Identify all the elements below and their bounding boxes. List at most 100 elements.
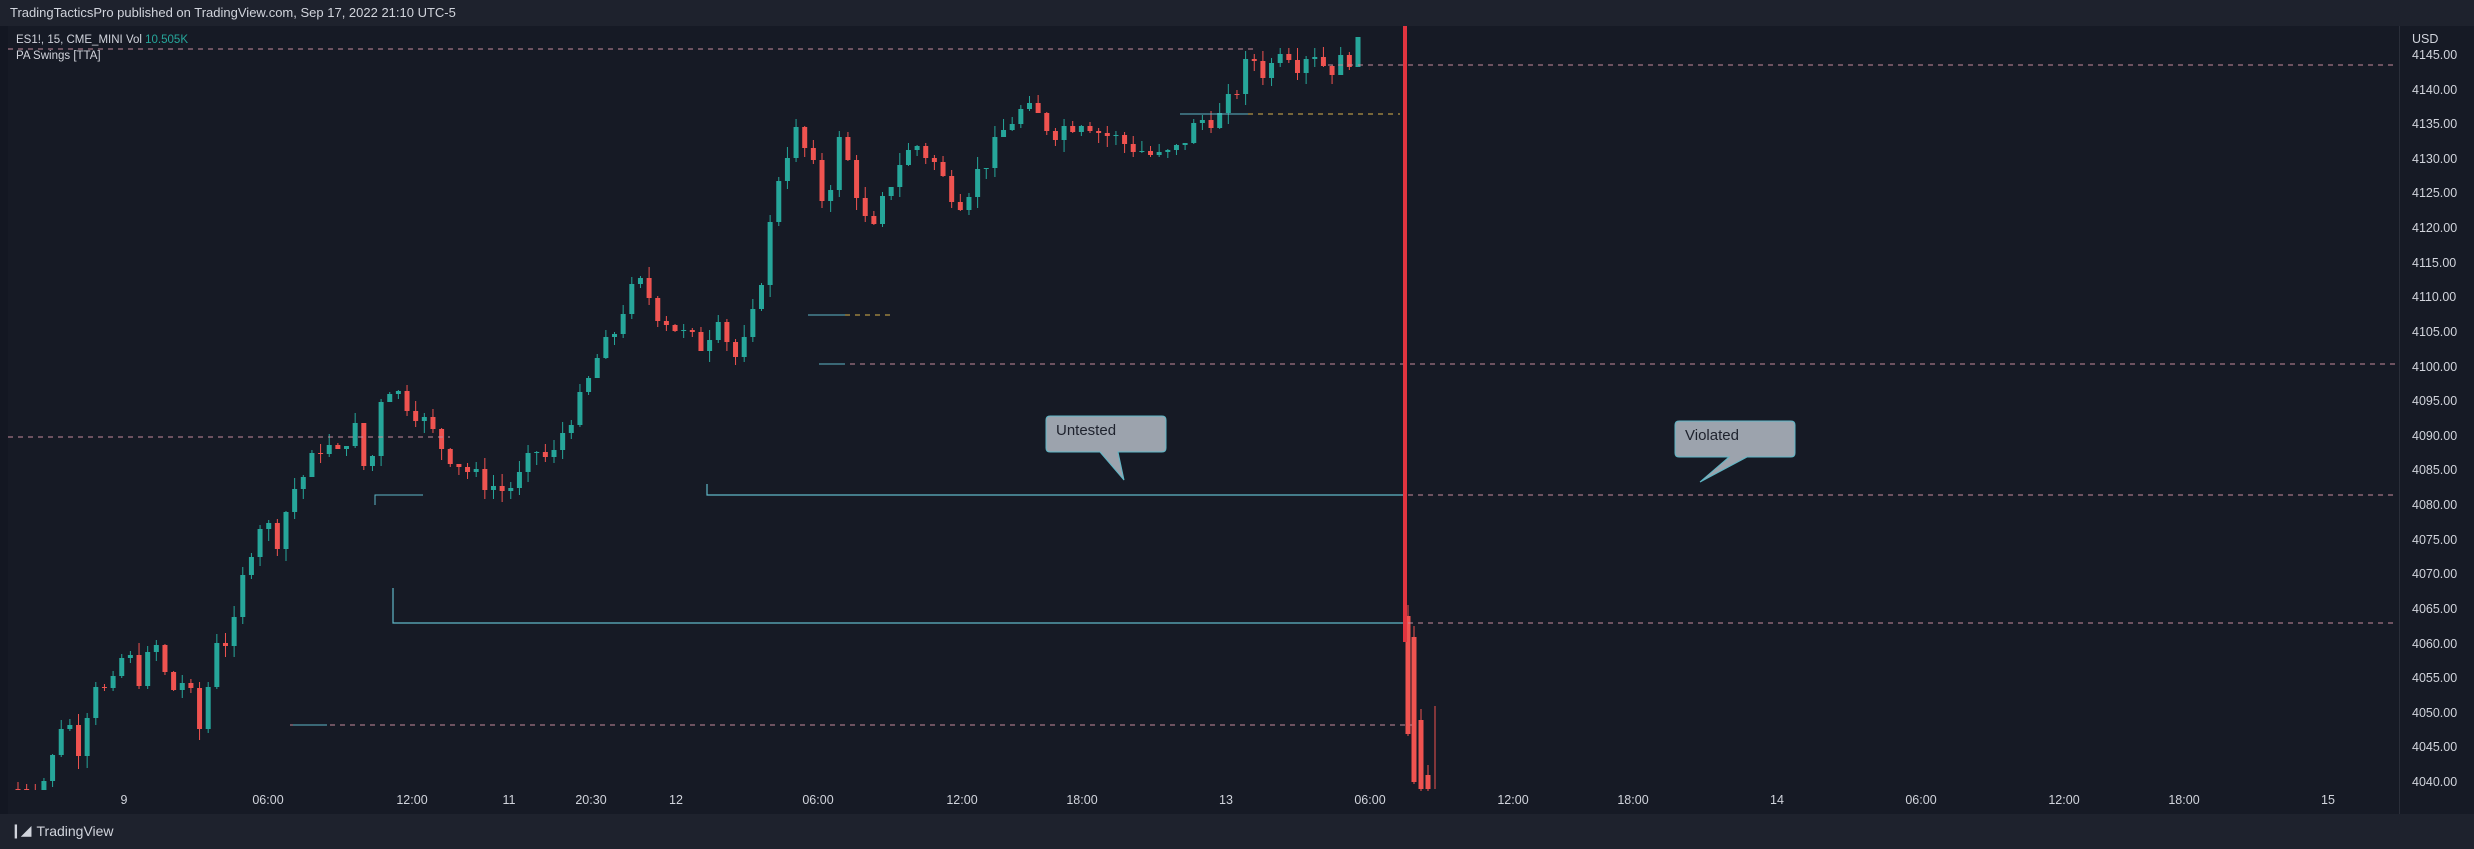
time-tick-label: 12:00: [2048, 793, 2079, 807]
untested-callout[interactable]: Untested: [1045, 415, 1167, 481]
candle-body: [992, 137, 998, 168]
vertical-marker-line: [1403, 26, 1407, 642]
candle-body: [1156, 152, 1162, 155]
symbol-legend-row: ES1!, 15, CME_MINI Vol 10.505K: [16, 32, 188, 48]
indicator-legend-row: PA Swings [TTA]: [16, 50, 101, 62]
tradingview-brand[interactable]: ❙◢ TradingView: [10, 822, 114, 839]
time-tick-label: 12:00: [946, 793, 977, 807]
candle-body: [1052, 131, 1058, 140]
price-tick-label: 4065.00: [2412, 602, 2457, 616]
candle-body: [707, 340, 713, 351]
candle-body: [395, 391, 401, 394]
candle-body: [646, 278, 652, 298]
candle-body: [1026, 103, 1032, 109]
price-tick-label: 4040.00: [2412, 775, 2457, 789]
price-tick-label: 4095.00: [2412, 394, 2457, 408]
time-tick-label: 14: [1770, 793, 1784, 807]
candle-body: [136, 655, 142, 686]
candle-body: [1199, 120, 1205, 123]
candle-body: [1001, 130, 1007, 137]
candle-body: [447, 449, 453, 464]
chart-legend: ES1!, 15, CME_MINI Vol 10.505K PA Swings…: [16, 32, 188, 64]
time-tick-label: 13: [1219, 793, 1233, 807]
candle-body: [84, 718, 90, 756]
price-tick-label: 4080.00: [2412, 498, 2457, 512]
candle-body: [1303, 59, 1309, 73]
candle-body: [776, 181, 782, 222]
candle-body: [733, 342, 739, 357]
candle-body: [603, 337, 609, 358]
candle-body: [689, 330, 695, 332]
time-tick-label: 11: [503, 793, 516, 807]
time-tick-label: 18:00: [1066, 793, 1097, 807]
candle-body: [93, 687, 99, 718]
price-tick-label: 4125.00: [2412, 186, 2457, 200]
candle-body: [473, 469, 479, 472]
candle-body: [1104, 133, 1110, 136]
candle-body: [404, 391, 410, 411]
candle-body: [715, 322, 721, 340]
candle-body: [672, 325, 678, 331]
candle-body: [1165, 150, 1171, 152]
candle-body: [1286, 54, 1292, 60]
candle-body: [162, 645, 168, 672]
candle-body: [1078, 126, 1084, 132]
candle-body: [871, 216, 877, 224]
chart-panel[interactable]: [8, 26, 2399, 814]
candle-body: [188, 683, 194, 688]
candle-body: [551, 450, 557, 457]
time-tick-label: 06:00: [802, 793, 833, 807]
tradingview-logo-icon: ❙◢: [10, 822, 31, 838]
candle-body: [793, 127, 799, 158]
candle-body: [378, 402, 384, 456]
candle-body: [1260, 61, 1266, 78]
candle-body: [1208, 120, 1214, 128]
price-tick-label: 4115.00: [2412, 256, 2456, 270]
candle-body: [854, 160, 860, 198]
candle-body: [240, 575, 246, 617]
vol-value: 10.505K: [145, 34, 188, 46]
candle-body: [145, 652, 151, 686]
candle-body: [966, 197, 972, 210]
candle-body: [1243, 59, 1249, 94]
candle-body: [542, 452, 548, 457]
candle-body: [1070, 126, 1076, 132]
candle-body: [534, 452, 540, 453]
candle-body: [1225, 94, 1231, 113]
candle-body: [1269, 63, 1275, 78]
candle-body: [819, 160, 825, 201]
candle-body: [67, 725, 73, 729]
price-tick-label: 4090.00: [2412, 429, 2457, 443]
candle-body: [76, 725, 82, 756]
candle-body: [214, 643, 220, 687]
candle-body: [456, 464, 462, 467]
candle-body: [335, 445, 341, 449]
candle-body: [300, 477, 306, 489]
candle-body: [257, 529, 263, 557]
price-tick-label: 4055.00: [2412, 671, 2457, 685]
candle-body: [248, 557, 254, 575]
price-tick-label: 4050.00: [2412, 706, 2457, 720]
candle-body: [1139, 151, 1145, 152]
candle-body: [810, 148, 816, 160]
currency-label: USD: [2412, 32, 2438, 46]
price-scale[interactable]: [2399, 26, 2474, 814]
candle-body: [1044, 113, 1050, 131]
violated-callout[interactable]: Violated: [1674, 420, 1796, 483]
candle-body: [205, 687, 211, 729]
price-tick-label: 4100.00: [2412, 360, 2457, 374]
candle-body: [1355, 37, 1361, 67]
candle-body: [897, 165, 903, 187]
candle-body: [1182, 143, 1188, 145]
candle-body: [499, 486, 505, 491]
candle-body: [983, 168, 989, 169]
candle-body: [1096, 131, 1102, 133]
candle-body: [1405, 616, 1411, 734]
candle-body: [482, 469, 488, 490]
candle-body: [413, 411, 419, 421]
price-tick-label: 4075.00: [2412, 533, 2457, 547]
candle-body: [352, 423, 358, 446]
candle-body: [110, 676, 116, 688]
candle-body: [1294, 60, 1300, 73]
